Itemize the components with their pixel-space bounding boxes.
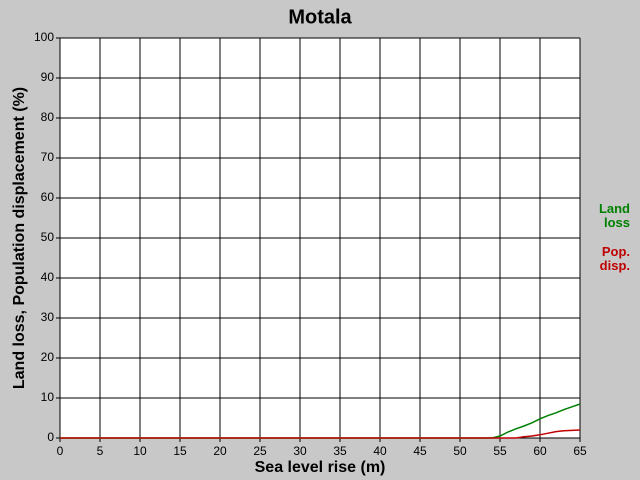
y-tick-label: 0 [47, 430, 54, 444]
series-line [60, 429, 581, 439]
x-tick-label: 50 [453, 444, 467, 458]
legend-entry: Pop. disp. [599, 244, 630, 273]
y-tick-label: 100 [34, 30, 54, 44]
y-tick-label: 10 [41, 390, 55, 404]
x-tick-label: 25 [253, 444, 267, 458]
legend-entry: Land loss [598, 201, 630, 230]
x-tick-label: 35 [333, 444, 347, 458]
y-axis-label: Land loss, Population displacement (%) [11, 87, 28, 389]
chart-title: Motala [288, 6, 352, 28]
x-tick-label: 60 [533, 444, 547, 458]
x-tick-label: 15 [173, 444, 187, 458]
x-tick-label: 45 [413, 444, 427, 458]
y-tick-label: 70 [41, 150, 55, 164]
x-tick-label: 55 [493, 444, 507, 458]
y-tick-label: 60 [41, 190, 55, 204]
y-tick-label: 90 [41, 70, 55, 84]
x-tick-label: 30 [293, 444, 307, 458]
x-tick-label: 40 [373, 444, 387, 458]
x-axis-label: Sea level rise (m) [255, 459, 386, 476]
series-line [60, 403, 581, 439]
y-tick-label: 80 [41, 110, 55, 124]
y-tick-label: 40 [41, 270, 55, 284]
x-tick-label: 10 [133, 444, 147, 458]
x-tick-label: 5 [97, 444, 104, 458]
y-tick-label: 30 [41, 310, 55, 324]
x-tick-label: 65 [573, 444, 587, 458]
x-tick-label: 20 [213, 444, 227, 458]
y-tick-label: 20 [41, 350, 55, 364]
y-tick-label: 50 [41, 230, 55, 244]
x-tick-label: 0 [57, 444, 64, 458]
